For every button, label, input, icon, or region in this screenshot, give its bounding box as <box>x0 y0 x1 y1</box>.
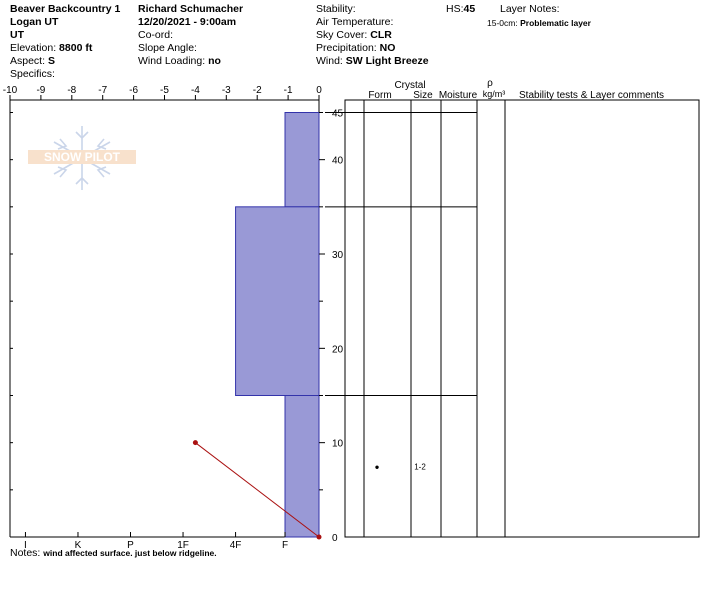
crystal-form-symbol: ● <box>375 462 380 471</box>
sky-cover-row: Sky Cover: CLR <box>316 29 392 42</box>
temp-axis-ticks: -10 -9 -8 -7 -6 -5 -4 -3 -2 -1 0 <box>3 85 322 100</box>
density-header: kg/m³ <box>483 89 506 99</box>
crystal-entries: ● 1-2 <box>375 462 427 471</box>
elevation-label: Elevation: <box>10 42 57 54</box>
observation-datetime: 12/20/2021 - 9:00am <box>138 16 237 28</box>
depth-tick-label: 20 <box>332 344 344 355</box>
notes-label: Notes: <box>10 547 41 559</box>
layer-note-range: 15-0cm: <box>487 18 518 28</box>
logo-band <box>28 150 136 164</box>
coord-label: Co-ord: <box>138 29 174 41</box>
crystal-header: Crystal <box>394 80 425 91</box>
layer-note-text: Problematic layer <box>520 18 591 28</box>
state-name: UT <box>10 29 24 41</box>
wind-label: Wind: <box>316 55 343 67</box>
hardness-layer-bar <box>284 112 320 208</box>
wind-row: Wind: SW Light Breeze <box>316 55 429 68</box>
depth-tick-label: 0 <box>332 533 338 544</box>
temperature-profile <box>192 440 322 540</box>
sky-cover-value: CLR <box>370 29 392 41</box>
layer-note: 15-0cm: Problematic layer <box>487 17 591 30</box>
hardness-tick-label: 1F <box>177 540 189 551</box>
hardness-tick-label: I <box>24 540 27 551</box>
temp-tick-label: -3 <box>222 85 231 96</box>
temp-tick-label: -5 <box>160 85 169 96</box>
hardness-tick-label: F <box>282 540 288 551</box>
temperature-point <box>316 534 322 540</box>
temp-tick-label: 0 <box>316 85 322 96</box>
form-header: Form <box>368 90 391 101</box>
sky-cover-label: Sky Cover: <box>316 29 368 41</box>
hardness-tick-label: 4F <box>230 540 242 551</box>
layer-table-rows <box>325 112 477 396</box>
precipitation-row: Precipitation: NO <box>316 42 395 55</box>
aspect-row: Aspect: S <box>10 55 55 68</box>
precipitation-label: Precipitation: <box>316 42 377 54</box>
layer-table-frame <box>344 99 700 538</box>
location-name: Beaver Backcountry 1 <box>10 3 121 15</box>
layer-notes-label: Layer Notes: <box>500 3 560 15</box>
temp-tick-label: -4 <box>191 85 200 96</box>
precipitation-value: NO <box>379 42 396 54</box>
temperature-point <box>192 440 198 446</box>
wind-loading-value: no <box>208 55 221 67</box>
air-temp-label: Air Temperature: <box>316 16 394 28</box>
notes-row: Notes: wind affected surface. just below… <box>10 547 217 560</box>
wind-loading-row: Wind Loading: no <box>138 55 221 68</box>
depth-tick-label: 10 <box>332 439 344 450</box>
hardness-layer-bar <box>235 206 320 396</box>
aspect-label: Aspect: <box>10 55 46 67</box>
temp-tick-label: -2 <box>253 85 262 96</box>
aspect-value: S <box>47 55 55 67</box>
temp-tick-label: -9 <box>36 85 45 96</box>
hardness-layers <box>235 112 320 538</box>
temp-tick-label: -1 <box>284 85 293 96</box>
depth-tick-label: 30 <box>332 250 344 261</box>
comments-header: Stability tests & Layer comments <box>519 90 664 101</box>
hs-label: HS: <box>446 3 464 15</box>
logo-text: SNOW PILOT <box>44 150 121 164</box>
temperature-line <box>195 442 320 538</box>
rho-header: ρ <box>487 78 493 89</box>
hardness-axis-ticks: I K P 1F 4F F <box>24 532 288 551</box>
crystal-size-value: 1-2 <box>414 462 426 471</box>
depth-tick-label: 40 <box>332 156 344 167</box>
wind-loading-label: Wind Loading: <box>138 55 206 67</box>
depth-axis-ticks: 0 10 20 30 40 45 <box>10 109 344 544</box>
observer-name: Richard Schumacher <box>138 3 244 15</box>
depth-tick-label: 45 <box>332 109 344 120</box>
temp-tick-label: -7 <box>98 85 107 96</box>
stability-label: Stability: <box>316 3 356 15</box>
hs-row: HS:45 <box>446 3 475 16</box>
notes-text: wind affected surface. just below ridgel… <box>43 548 217 558</box>
temp-tick-label: -10 <box>3 85 18 96</box>
temp-tick-label: -8 <box>67 85 76 96</box>
temp-tick-label: -6 <box>129 85 138 96</box>
elevation-value: 8800 ft <box>59 42 93 54</box>
hardness-layer-bar <box>284 395 320 538</box>
hardness-tick-label: P <box>127 540 134 551</box>
region-name: Logan UT <box>10 16 59 28</box>
hardness-tick-label: K <box>75 540 82 551</box>
snow-pilot-logo: SNOW PILOT <box>28 126 136 190</box>
elevation-row: Elevation: 8800 ft <box>10 42 92 55</box>
specifics-label: Specifics: <box>10 68 55 80</box>
hs-value: 45 <box>463 3 476 15</box>
moisture-header: Moisture <box>439 90 478 101</box>
slope-angle-label: Slope Angle: <box>138 42 197 54</box>
size-header: Size <box>413 90 433 101</box>
wind-value: SW Light Breeze <box>345 55 429 67</box>
